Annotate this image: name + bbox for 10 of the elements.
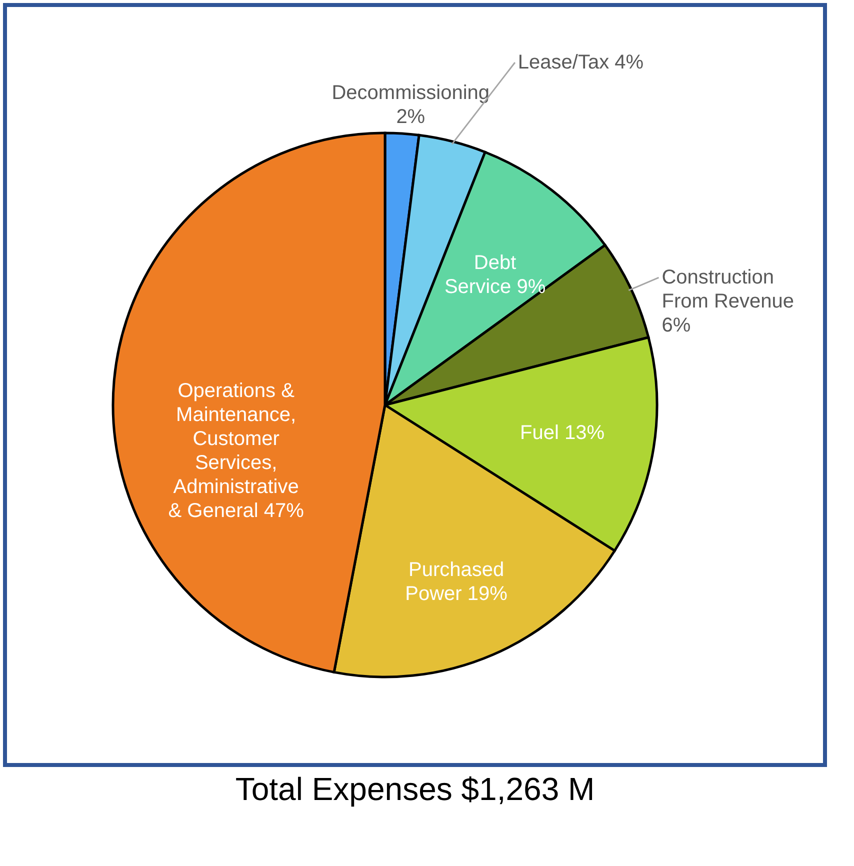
- slice-label: Fuel 13%: [520, 422, 605, 444]
- slice-label: Construction From Revenue: [662, 266, 794, 313]
- data-label: 2%: [396, 106, 426, 128]
- slice-label: Decommissioning: [332, 82, 490, 104]
- text: Total Expenses $1,263 M: [235, 771, 595, 807]
- slice-label: Purchased Power 19%: [405, 558, 508, 605]
- slice-label: Lease/Tax 4%: [518, 52, 644, 74]
- slice-label: Operations & Maintenance, Customer Services, Administrative & General 47%: [168, 380, 304, 522]
- slice-label: Debt Service 9%: [444, 252, 546, 298]
- data-label: 6%: [662, 314, 691, 337]
